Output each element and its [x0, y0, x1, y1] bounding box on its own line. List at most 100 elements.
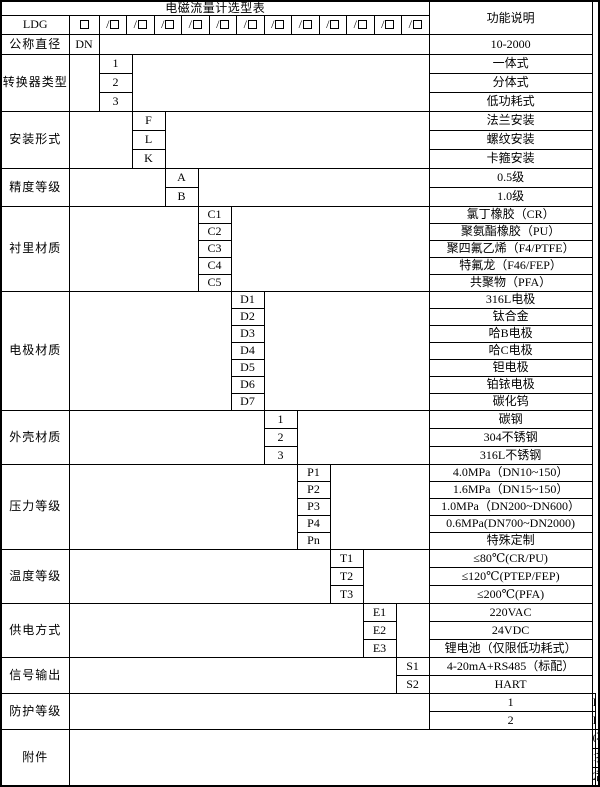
empty-square-icon [137, 20, 147, 30]
option-description: 不接地 [594, 728, 600, 749]
code-box-5: / [210, 16, 237, 34]
spacer-right [362, 548, 430, 604]
spacer-right [197, 167, 430, 207]
option-code: D2 [230, 307, 265, 326]
option-description: 碳钢 [428, 409, 593, 429]
option-description: 316L不锈钢 [428, 445, 593, 465]
option-description: 1.0级 [428, 186, 593, 207]
spacer-left [68, 53, 100, 112]
option-code: D6 [230, 375, 265, 394]
empty-square-icon [302, 20, 312, 30]
code-box-0 [70, 16, 100, 34]
table-row: 精度等级 A 0.5级 [0, 167, 599, 207]
spacer-right [263, 290, 430, 411]
option-description: 锂电池（仅限低功耗式） [428, 638, 593, 658]
option-code: E3 [362, 638, 397, 658]
spacer-left [68, 110, 133, 169]
option-description: 特氟龙（F46/FEP） [428, 256, 593, 275]
function-description-header: 功能说明 [428, 0, 593, 35]
option-description: 碳化钨 [428, 392, 593, 411]
option-code: 3 [98, 91, 133, 112]
slash-separator: / [188, 17, 192, 32]
option-description: 聚氨酯橡胶（PU） [428, 222, 593, 241]
option-code: C2 [197, 222, 232, 241]
option-description: 304不锈钢 [428, 427, 593, 447]
table-row: 公称直径 DN 10-2000 [0, 33, 599, 55]
empty-square-icon [110, 20, 120, 30]
option-description: 铂铱电极 [428, 375, 593, 394]
option-description: 哈B电极 [428, 324, 593, 343]
option-code: 1 [428, 692, 593, 712]
spacer-cell [98, 33, 430, 55]
empty-square-icon [79, 20, 89, 30]
option-code: L [131, 129, 166, 150]
table-row: 温度等级 T1 ≤80℃(CR/PU) [0, 548, 599, 604]
table-row: P4 0.6MPa(DN700~DN2000) [1, 514, 599, 533]
spacer-left [68, 290, 232, 411]
spacer-left [68, 463, 298, 550]
section-label-8: 温度等级 [0, 548, 70, 604]
section-label-7: 压力等级 [0, 463, 70, 550]
option-description: IP68 [591, 710, 597, 730]
option-description: IP65 [591, 692, 597, 712]
slash-separator: / [161, 17, 165, 32]
option-code: A [164, 167, 199, 188]
option-code: P4 [296, 514, 331, 533]
option-description: ≤200℃(PFA) [428, 584, 593, 604]
option-code: P3 [296, 497, 331, 516]
slash-separator: / [408, 17, 412, 32]
option-code: D7 [230, 392, 265, 411]
table-row: 压力等级 P1 4.0MPa（DN10~150） [0, 463, 599, 550]
title-row: 电磁流量计选型表 功能说明 [0, 0, 599, 35]
option-description: 特殊定制 [428, 531, 593, 550]
model-prefix: LDG [0, 14, 70, 35]
option-code: C1 [197, 205, 232, 224]
option-code: K [131, 148, 166, 169]
option-description: HART [428, 674, 593, 694]
code-box-3: / [155, 16, 182, 34]
empty-square-icon [412, 20, 422, 30]
option-description: 4.0MPa（DN10~150） [428, 463, 593, 482]
table-row: 3 316L不锈钢 [1, 445, 599, 465]
spacer-left [68, 602, 364, 658]
spacer-left [68, 728, 593, 787]
table-row: C4 特氟龙（F46/FEP） [1, 256, 599, 275]
empty-square-icon [247, 20, 257, 30]
code-box-9: / [320, 16, 347, 34]
option-code: Pn [296, 531, 331, 550]
option-code: C3 [197, 239, 232, 258]
option-description: 316L电极 [428, 290, 593, 309]
empty-square-icon [385, 20, 395, 30]
table-row: D3 哈B电极 [1, 324, 599, 343]
option-description: ≤120℃(PTEP/FEP) [428, 566, 593, 586]
code-box-11: / [375, 16, 402, 34]
table-row: E2 24VDC [1, 620, 599, 640]
section-label-9: 供电方式 [0, 602, 70, 658]
code-box-7: / [265, 16, 292, 34]
table-row: 外壳材质 1 碳钢 [0, 409, 599, 465]
empty-square-icon [192, 20, 202, 30]
option-code: 2 [98, 72, 133, 93]
option-code: D4 [230, 341, 265, 360]
option-description: 共聚物（PFA） [428, 273, 593, 292]
code-box-6: / [237, 16, 265, 34]
option-description: 哈C电极 [428, 341, 593, 360]
option-code: D1 [230, 290, 265, 309]
empty-square-icon [220, 20, 230, 30]
option-description: 刮刀电极 [594, 766, 600, 787]
spacer-right [131, 53, 430, 112]
section-label-11: 防护等级 [0, 692, 70, 730]
spacer-left [68, 692, 430, 730]
table-row: C2 聚氨酯橡胶（PU） [1, 222, 599, 241]
option-description: 0.6MPa(DN700~DN2000) [428, 514, 593, 533]
slash-separator: / [298, 17, 302, 32]
option-description: 4-20mA+RS485（标配） [428, 656, 593, 676]
section-label-12: 附件 [0, 728, 70, 787]
option-code: F [131, 110, 166, 131]
option-description: 220VAC [428, 602, 593, 622]
option-description: 螺纹安装 [428, 129, 593, 150]
option-code: P1 [296, 463, 331, 482]
empty-square-icon [165, 20, 175, 30]
option-code: S1 [395, 656, 430, 676]
slash-separator: / [133, 17, 137, 32]
